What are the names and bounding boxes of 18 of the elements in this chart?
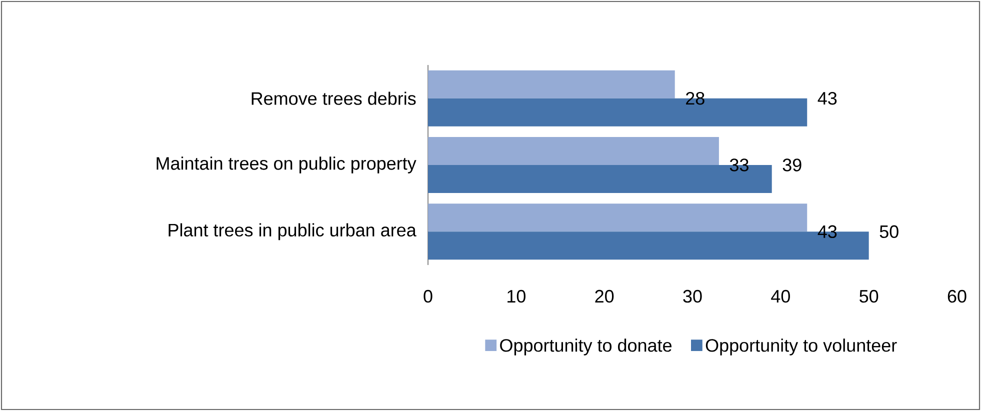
x-tick-label: 50 [860, 290, 878, 303]
x-tick-label: 30 [683, 290, 702, 303]
legend-label: Opportunity to volunteer [706, 338, 897, 356]
bar [428, 70, 675, 98]
bar [428, 204, 808, 232]
data-label: 43 [818, 92, 837, 105]
y-tick-label: Remove trees debris [252, 92, 416, 105]
data-label: 39 [782, 158, 802, 172]
x-tick-label: 10 [508, 290, 526, 303]
data-label: 50 [880, 225, 898, 238]
x-tick-label: 20 [595, 290, 614, 303]
bar [428, 137, 719, 165]
legend-label: Opportunity to donate [500, 338, 672, 356]
y-tick-label: Maintain trees on public property [156, 156, 416, 174]
x-tick-label: 60 [948, 290, 966, 303]
x-tick-label: 40 [771, 290, 790, 303]
y-tick-label: Plant trees in public urban area [168, 223, 416, 240]
x-tick-label: 0 [424, 290, 432, 303]
